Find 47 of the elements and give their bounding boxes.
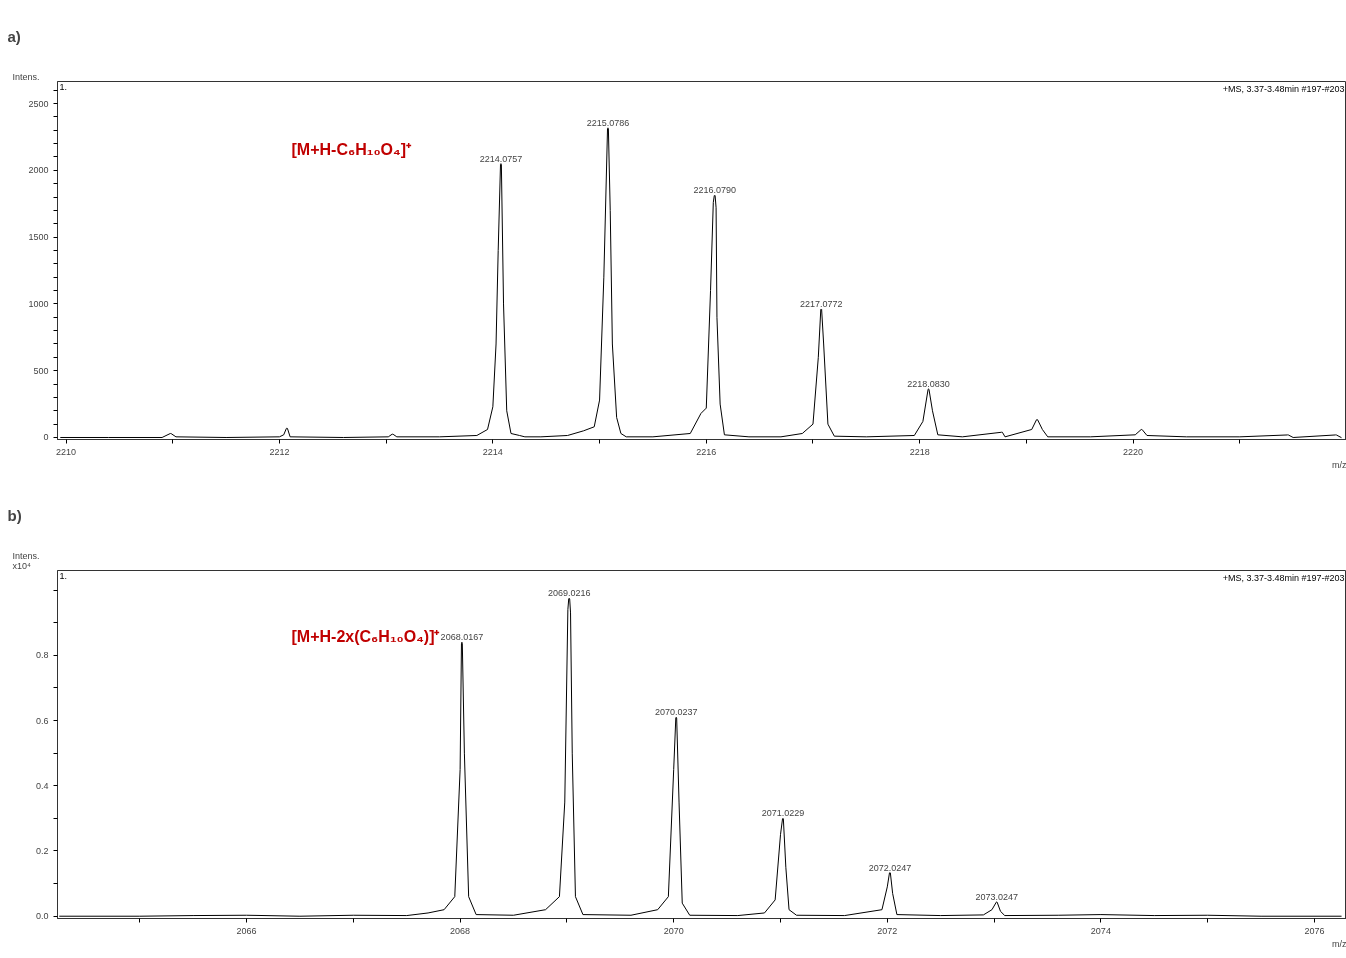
y-tick-label: 0.0 [35,911,49,922]
annotation: [M+H-2x(C₆H₁₀O₄)]⁺ [291,628,441,646]
y-tick-label: 0.6 [35,715,49,726]
y-tick-label: 0.4 [35,780,49,791]
y-tick-label: 0.8 [35,650,49,661]
x-axis-title: m/z [1332,938,1346,949]
y-tick-label: 0.2 [35,845,49,856]
annotation: 2072.0247 [868,862,912,873]
y-tick-label: 1500 [28,232,49,243]
y-axis-title: Intens. [12,71,40,82]
annotation: 2071.0229 [761,808,805,819]
y-tick-label: 1000 [28,298,49,309]
chart-title: b) [7,506,22,524]
x-tick-label: 2074 [1090,925,1111,936]
x-tick-label: 2216 [696,446,717,457]
annotation: 2069.0216 [547,588,591,599]
chart-title: a) [7,27,21,45]
x-tick-label: 2214 [482,446,503,457]
x-tick-label: 2212 [269,446,290,457]
line-series [60,127,1342,438]
y-tick-label: 2500 [28,98,49,109]
annotation: 1. [59,570,68,581]
annotation: 2068.0167 [440,632,484,643]
x-tick-label: 2218 [909,446,930,457]
annotation: +MS, 3.37-3.48min #197-#203 [1222,572,1345,583]
x-tick-label: 2068 [450,925,471,936]
annotation: 2070.0237 [654,707,698,718]
y-tick-label: 500 [33,365,49,376]
x-tick-label: 2066 [236,925,257,936]
annotation: +MS, 3.37-3.48min #197-#203 [1222,83,1345,94]
annotation: 2214.0757 [479,153,523,164]
x-tick-label: 2076 [1304,925,1325,936]
x-tick-label: 2072 [877,925,898,936]
annotation: [M+H-C₆H₁₀O₄]⁺ [291,140,412,158]
y-axis-title: Intens. x10⁴ [12,550,40,571]
x-tick-label: 2220 [1123,446,1144,457]
annotation: 2215.0786 [586,117,630,128]
annotation: 2216.0790 [693,185,736,196]
annotation: 2073.0247 [975,891,1018,902]
annotation: 2218.0830 [907,379,950,390]
annotation: 2217.0772 [799,298,843,309]
annotation: 1. [59,81,68,92]
x-axis-title: m/z [1332,459,1346,470]
x-tick-label: 2070 [663,925,684,936]
y-tick-label: 2000 [28,165,49,176]
x-tick-label: 2210 [56,446,77,457]
y-tick-label: 0 [43,432,49,443]
